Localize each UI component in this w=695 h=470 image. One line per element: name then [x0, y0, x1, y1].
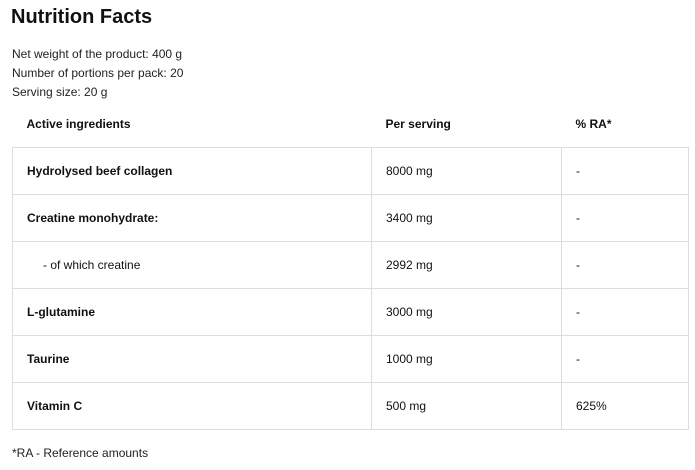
per-serving-cell: 2992 mg	[371, 241, 562, 289]
table-row: L-glutamine 3000 mg -	[12, 288, 689, 336]
page-title: Nutrition Facts	[11, 6, 153, 28]
header-ingredient: Active ingredients	[26, 117, 131, 131]
per-serving-cell: 3000 mg	[371, 288, 562, 336]
serving-size: Serving size: 20 g	[12, 85, 108, 99]
portions-per-pack: Number of portions per pack: 20	[12, 66, 184, 80]
ra-cell: 625%	[561, 382, 689, 430]
net-weight: Net weight of the product: 400 g	[12, 47, 183, 61]
ra-cell: -	[561, 194, 689, 242]
per-serving-cell: 500 mg	[371, 382, 562, 430]
ra-cell: -	[561, 241, 689, 289]
ingredient-cell: - of which creatine	[12, 241, 372, 289]
table-row: Hydrolysed beef collagen 8000 mg -	[12, 147, 689, 195]
ra-cell: -	[561, 335, 689, 383]
per-serving-cell: 1000 mg	[371, 335, 562, 383]
table-row: Taurine 1000 mg -	[12, 335, 689, 383]
ingredient-cell: Hydrolysed beef collagen	[12, 147, 372, 195]
table-row: - of which creatine 2992 mg -	[12, 241, 689, 289]
table-row: Vitamin C 500 mg 625%	[12, 382, 689, 430]
footnote: *RA - Reference amounts	[12, 446, 149, 460]
nutrition-table: Active ingredients Per serving % RA* Hyd…	[12, 101, 689, 430]
header-ra: % RA*	[575, 117, 612, 131]
ingredient-cell: Taurine	[12, 335, 372, 383]
ingredient-cell: Vitamin C	[12, 382, 372, 430]
per-serving-cell: 8000 mg	[371, 147, 562, 195]
ingredient-cell: L-glutamine	[12, 288, 372, 336]
per-serving-cell: 3400 mg	[371, 194, 562, 242]
ra-cell: -	[561, 147, 689, 195]
table-header: Active ingredients Per serving % RA*	[13, 101, 689, 148]
table-row: Creatine monohydrate: 3400 mg -	[12, 194, 689, 242]
ingredient-cell: Creatine monohydrate:	[12, 194, 372, 242]
header-per-serving: Per serving	[385, 117, 451, 131]
ra-cell: -	[561, 288, 689, 336]
